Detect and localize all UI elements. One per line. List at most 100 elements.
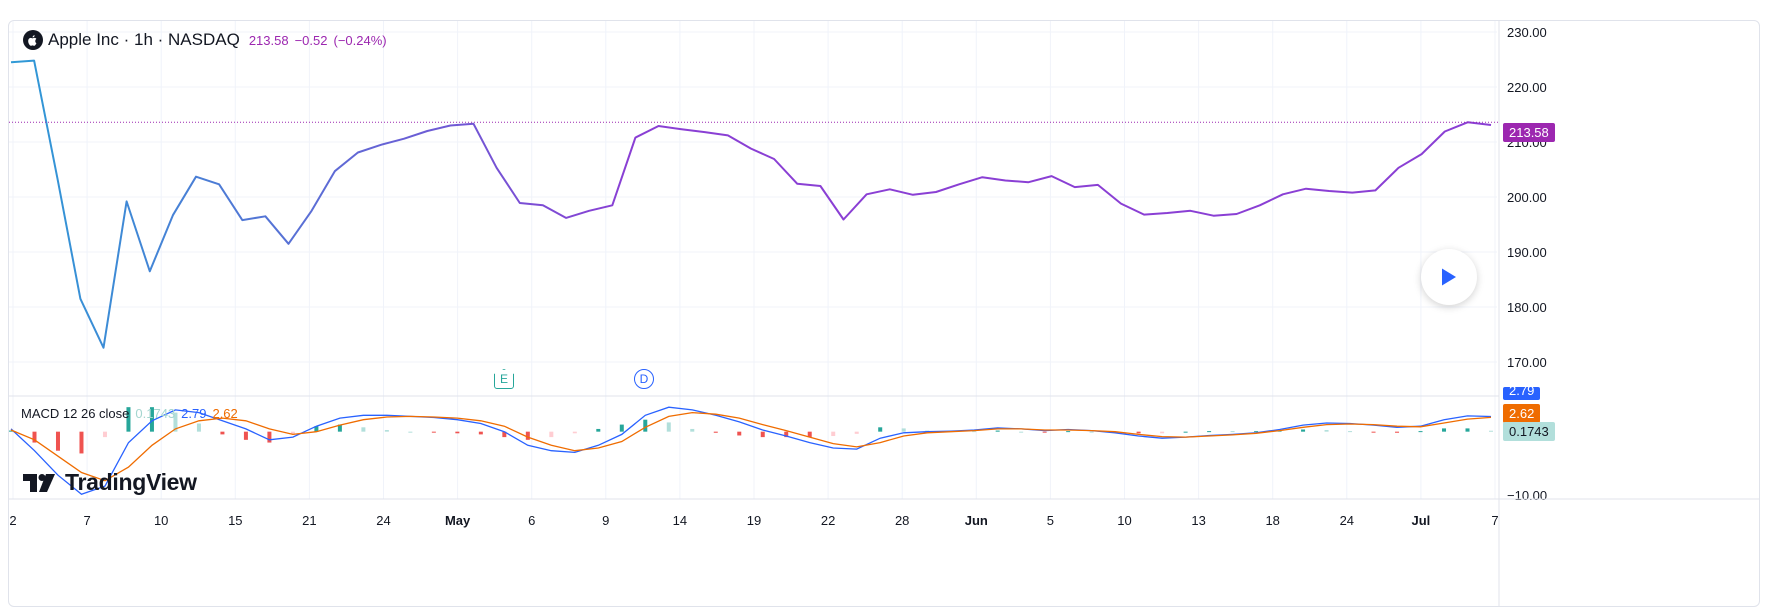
price-tick-label: 170.00 [1507, 355, 1547, 370]
macd-histogram-bar [525, 431, 530, 440]
price-tick-label: 190.00 [1507, 245, 1547, 260]
macd-histogram-bar [1442, 428, 1447, 432]
macd-legend[interactable]: MACD 12 26 close 0.1743 2.79 2.62 [21, 406, 238, 421]
macd-histogram-bar [1324, 430, 1329, 432]
price-line [10, 59, 1492, 349]
macd-histogram-bar [831, 431, 836, 437]
macd-histogram-bar [502, 431, 507, 438]
macd-histogram-bar [1230, 431, 1235, 433]
macd-histogram-bar [1183, 431, 1188, 433]
macd-price-label: 2.79 [1503, 387, 1541, 400]
macd-histogram-bar [9, 430, 13, 432]
time-tick-label: 21 [302, 513, 316, 528]
macd-histogram-bar [1418, 431, 1423, 433]
macd-histogram-bar [807, 431, 812, 438]
play-icon [1442, 268, 1456, 286]
macd-histogram-bar [1019, 431, 1024, 433]
macd-histogram-bar [619, 424, 624, 432]
macd-histogram-bar [478, 431, 483, 435]
macd-histogram-bar [1489, 430, 1493, 432]
macd-histogram-bar [1301, 429, 1306, 432]
time-tick-label: May [445, 513, 471, 528]
macd-histogram-bar [408, 431, 413, 433]
macd-histogram-bar [79, 431, 84, 454]
time-tick-label: 5 [1047, 513, 1054, 528]
macd-histogram-bar [643, 419, 648, 432]
last-price-label: 213.58 [1503, 123, 1555, 142]
symbol-legend[interactable]: Apple Inc · 1h · NASDAQ 213.58 −0.52 (−0… [23, 30, 393, 50]
macd-histogram-bar [854, 431, 859, 434]
price-tick-label: 230.00 [1507, 25, 1547, 40]
time-tick-label: 19 [747, 513, 761, 528]
tradingview-wordmark: TradingView [65, 469, 197, 495]
time-tick-label: 24 [376, 513, 390, 528]
time-axis: 2 7 10 15 21 24 May 6 9 14 19 22 28 Jun 5 10 13 18 24 Jul 7 [9, 513, 1498, 528]
macd-histogram-bar [549, 431, 554, 438]
last-price-value: 213.58 [248, 32, 289, 48]
macd-histogram-bar [1089, 431, 1094, 433]
macd-histogram-bar [995, 430, 1000, 432]
tradingview-logo[interactable]: TradingView [23, 469, 197, 496]
macd-histogram-bar [102, 431, 107, 438]
time-tick-label: 15 [228, 513, 242, 528]
price-change-percent: (−0.24%) [333, 32, 387, 48]
price-series [9, 59, 1499, 349]
macd-histogram-bar [972, 431, 977, 433]
macd-histogram-bar [737, 431, 742, 436]
macd-histogram-bar [290, 431, 295, 435]
macd-histogram-bar [32, 431, 37, 443]
price-change-value: −0.52 [294, 32, 328, 48]
time-tick-label: 2 [9, 513, 16, 528]
macd-histogram-bar [361, 427, 366, 432]
chart-card: 230.00 220.00 210.00 200.00 190.00 180.00 170.… [8, 20, 1760, 607]
macd-histogram-bar [596, 428, 601, 432]
macd-histogram-bar [878, 427, 883, 432]
macd-histogram-bar [126, 407, 131, 432]
macd-histogram-bar [1254, 431, 1259, 433]
earnings-event-icon[interactable]: E [494, 369, 514, 389]
symbol-title[interactable]: Apple Inc · 1h · NASDAQ [48, 30, 240, 49]
macd-histogram-bar [1395, 431, 1400, 433]
time-tick-label: 28 [895, 513, 909, 528]
macd-pane [9, 406, 1493, 496]
macd-histogram-bar [55, 431, 60, 451]
dividend-event-icon[interactable]: D [634, 369, 654, 389]
time-tick-label: 10 [1117, 513, 1131, 528]
time-tick-label: Jul [1412, 513, 1431, 528]
macd-histogram-bar [337, 424, 342, 432]
macd-histogram-bar [314, 426, 319, 432]
time-tick-label: 9 [602, 513, 609, 528]
macd-histogram-bar [690, 428, 695, 432]
macd-histogram-bar [1066, 431, 1071, 433]
macd-histogram-bar [267, 431, 272, 443]
time-tick-label: 18 [1265, 513, 1279, 528]
macd-histogram-bar [220, 431, 225, 435]
time-tick-label: 10 [154, 513, 168, 528]
macd-histogram-bar [384, 430, 389, 432]
replay-button[interactable] [1421, 249, 1477, 305]
chart-canvas[interactable]: 230.00220.00210.00200.00190.00180.00170.… [9, 21, 1759, 606]
time-tick-label: 7 [83, 513, 90, 528]
macd-histogram-bar [1348, 431, 1353, 433]
macd-histogram-bar [1160, 431, 1165, 434]
macd-histogram-bar [901, 428, 906, 432]
price-tick-label: 200.00 [1507, 190, 1547, 205]
macd-histogram-bar [760, 431, 765, 438]
macd-indicator-title[interactable]: MACD 12 26 close [21, 406, 130, 421]
time-tick-label: 7 [1491, 513, 1498, 528]
macd-histogram-bar [666, 422, 671, 432]
macd-histogram-bar [784, 431, 789, 438]
macd-histogram-bar [173, 412, 178, 432]
macd-line-value: 2.79 [181, 406, 207, 421]
macd-histogram-bar [1207, 431, 1212, 433]
macd-histogram-bar [243, 431, 248, 440]
time-tick-label: 14 [673, 513, 687, 528]
macd-histogram-bar [196, 423, 201, 432]
macd-histogram-bar [713, 431, 718, 433]
time-tick-label: 6 [528, 513, 535, 528]
macd-histogram-bar [1136, 431, 1141, 434]
tradingview-logo-icon [23, 473, 55, 492]
macd-histogram-bar [431, 431, 436, 433]
macd-histogram-bar [1042, 431, 1047, 433]
signal-price-label: 2.62 [1503, 404, 1541, 423]
